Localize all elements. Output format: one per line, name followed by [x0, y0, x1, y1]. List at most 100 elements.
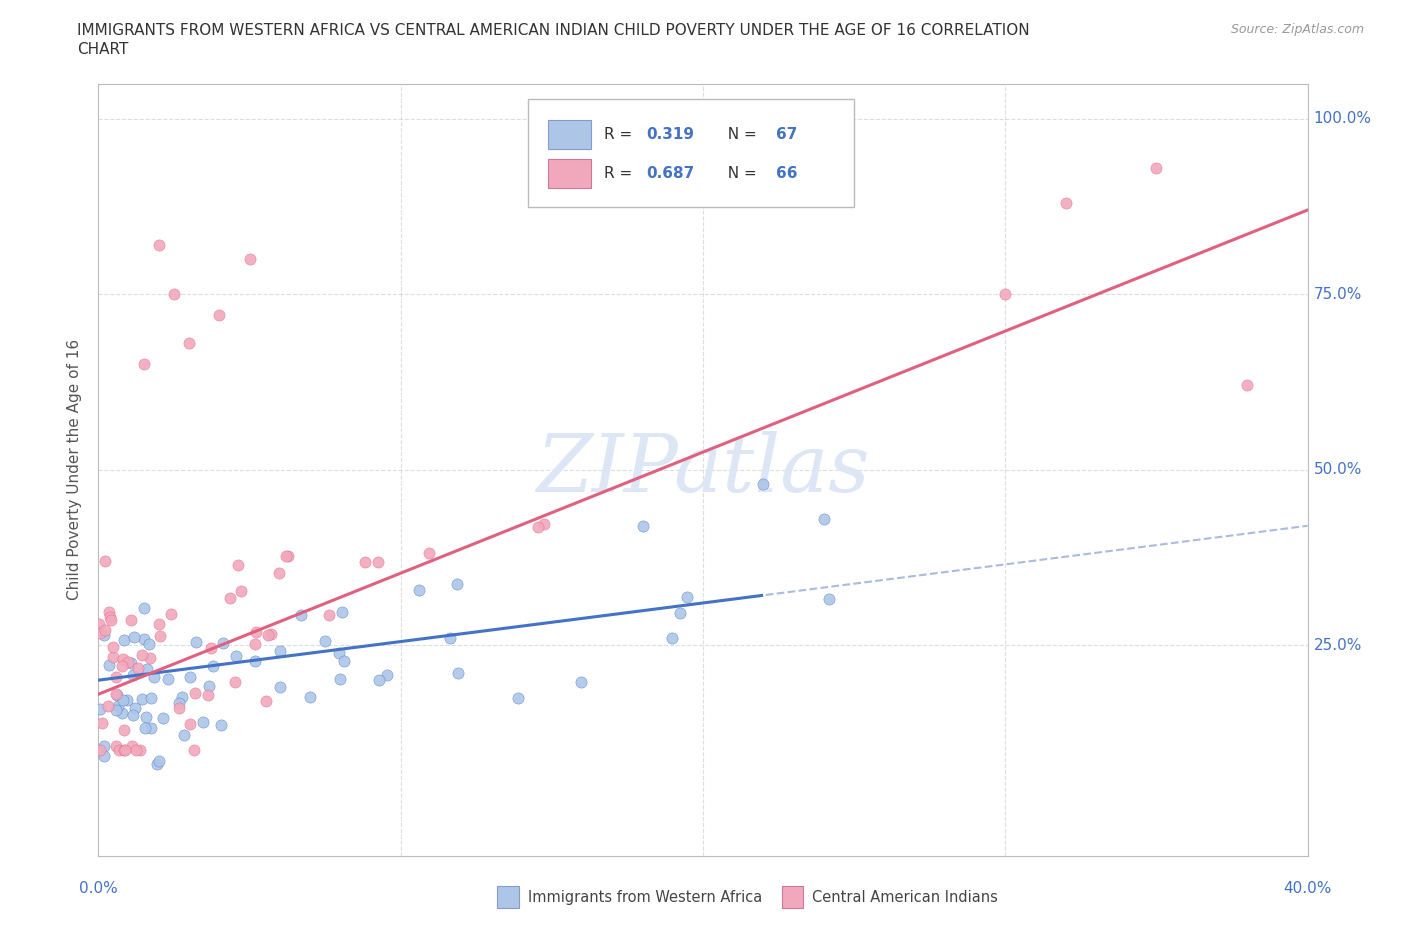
Text: 25.0%: 25.0%: [1313, 638, 1362, 653]
Point: [211, 636, 233, 651]
Point: [148, 754, 170, 769]
Point: [93, 738, 115, 753]
Point: [108, 743, 131, 758]
Point: [446, 577, 468, 591]
Point: [127, 661, 149, 676]
Point: [132, 632, 155, 647]
Point: [105, 687, 128, 702]
Text: 0.319: 0.319: [647, 127, 695, 142]
Point: [138, 651, 160, 666]
Point: [101, 640, 124, 655]
Point: [533, 516, 555, 531]
Point: [269, 644, 291, 658]
Point: [183, 743, 205, 758]
Point: [226, 558, 249, 573]
Point: [170, 690, 193, 705]
Point: [167, 701, 190, 716]
Point: [1144, 161, 1167, 176]
Point: [569, 674, 592, 689]
Point: [527, 520, 550, 535]
Point: [117, 654, 139, 669]
Point: [87, 617, 110, 631]
Point: [269, 680, 291, 695]
Point: [139, 721, 162, 736]
FancyBboxPatch shape: [782, 886, 803, 908]
Point: [89, 702, 111, 717]
Point: [107, 698, 129, 713]
Point: [112, 722, 135, 737]
Point: [103, 650, 125, 665]
Point: [197, 687, 219, 702]
Point: [152, 711, 174, 725]
Point: [817, 591, 839, 606]
Point: [169, 696, 191, 711]
Point: [439, 631, 461, 645]
Point: [375, 668, 398, 683]
Text: N =: N =: [717, 166, 761, 180]
Point: [318, 608, 340, 623]
Point: [239, 252, 262, 267]
Text: Central American Indians: Central American Indians: [811, 890, 998, 905]
Point: [139, 690, 162, 705]
Point: [114, 743, 136, 758]
Point: [120, 656, 142, 671]
Point: [447, 666, 470, 681]
Text: N =: N =: [717, 127, 761, 142]
Text: 50.0%: 50.0%: [1313, 462, 1362, 477]
Point: [163, 286, 186, 301]
Point: [93, 749, 115, 764]
Point: [229, 584, 252, 599]
Point: [211, 717, 233, 732]
Point: [124, 700, 146, 715]
Point: [111, 658, 134, 673]
Text: Immigrants from Western Africa: Immigrants from Western Africa: [527, 890, 762, 905]
Point: [89, 626, 111, 641]
Point: [354, 554, 377, 569]
Point: [111, 705, 134, 720]
Point: [129, 743, 152, 758]
Point: [156, 671, 179, 686]
Point: [98, 658, 121, 672]
FancyBboxPatch shape: [527, 100, 855, 207]
Text: R =: R =: [603, 127, 637, 142]
Point: [179, 336, 201, 351]
Text: 67: 67: [776, 127, 797, 142]
FancyBboxPatch shape: [498, 886, 519, 908]
Point: [104, 703, 127, 718]
Text: IMMIGRANTS FROM WESTERN AFRICA VS CENTRAL AMERICAN INDIAN CHILD POVERTY UNDER TH: IMMIGRANTS FROM WESTERN AFRICA VS CENTRA…: [77, 23, 1031, 38]
Point: [148, 238, 170, 253]
Point: [122, 707, 145, 722]
Point: [173, 728, 195, 743]
Point: [418, 546, 440, 561]
Point: [254, 694, 277, 709]
Point: [160, 607, 183, 622]
Point: [111, 651, 134, 666]
Text: ZIPatlas: ZIPatlas: [536, 431, 870, 509]
Point: [135, 710, 157, 724]
Point: [1054, 195, 1077, 210]
Text: CHART: CHART: [77, 42, 129, 57]
Point: [328, 645, 350, 660]
Point: [208, 308, 231, 323]
Point: [277, 549, 299, 564]
Point: [125, 743, 148, 758]
Point: [104, 738, 127, 753]
Point: [105, 687, 128, 702]
Point: [131, 647, 153, 662]
Point: [98, 604, 121, 619]
Point: [143, 670, 166, 684]
Point: [131, 691, 153, 706]
Point: [138, 637, 160, 652]
Point: [269, 565, 291, 580]
Point: [225, 648, 247, 663]
Point: [245, 624, 267, 639]
Point: [121, 668, 143, 683]
Point: [94, 623, 117, 638]
FancyBboxPatch shape: [548, 159, 591, 188]
Text: 40.0%: 40.0%: [1284, 881, 1331, 896]
Point: [134, 721, 156, 736]
Point: [256, 627, 278, 642]
Point: [367, 554, 389, 569]
Text: 66: 66: [776, 166, 797, 180]
Point: [179, 716, 201, 731]
